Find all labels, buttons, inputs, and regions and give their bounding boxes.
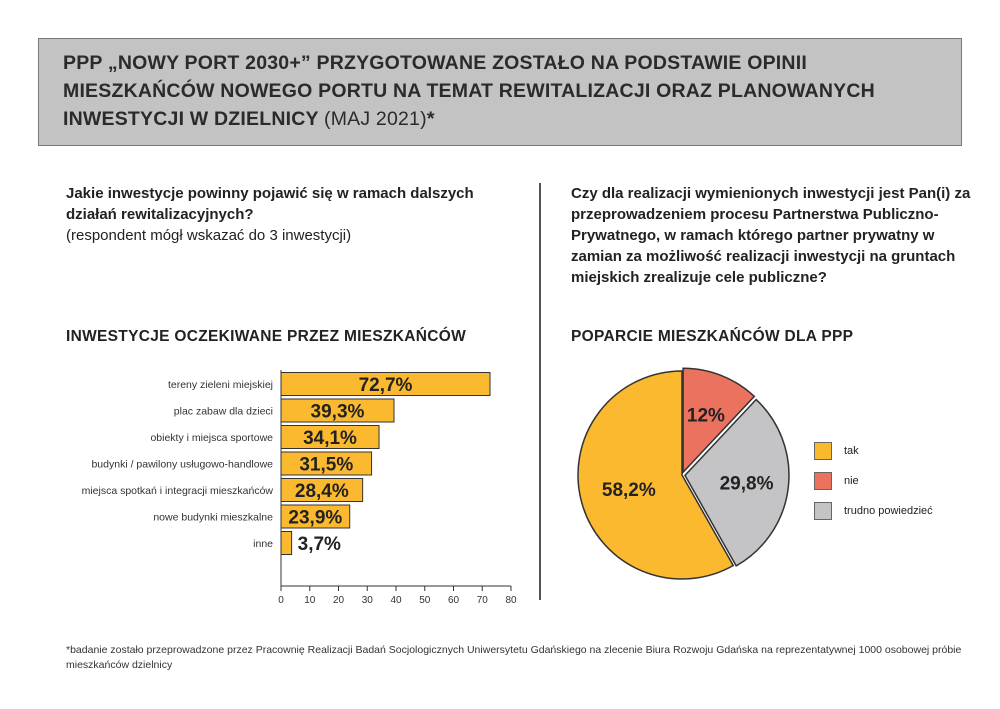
pie-slice-0 (577, 370, 735, 580)
left-question: Jakie inwestycje powinny pojawić się w r… (66, 183, 486, 246)
legend-swatch-trudno (814, 502, 832, 520)
pie-value-label: 29,8% (720, 474, 774, 495)
bar-chart-title: INWESTYCJE OCZEKIWANE PRZEZ MIESZKAŃCÓW (66, 328, 467, 345)
x-tick-label: 30 (362, 595, 374, 606)
pie-slice-1 (682, 367, 756, 475)
pie-legend: tak nie trudno powiedzieć (814, 436, 933, 526)
bar-category-label: budynki / pawilony usługowo-handlowe (91, 459, 273, 471)
header-date: (MAJ 2021) (324, 108, 427, 130)
pie-slice-2 (684, 398, 790, 567)
legend-label-nie: nie (844, 475, 859, 487)
legend-item-tak: tak (814, 436, 933, 466)
header-title: PPP „NOWY PORT 2030+” PRZYGOTOWANE ZOSTA… (63, 49, 937, 133)
bar-category-label: nowe budynki mieszkalne (153, 512, 273, 524)
left-question-note: (respondent mógł wskazać do 3 inwestycji… (66, 227, 352, 244)
x-tick-label: 60 (448, 595, 460, 606)
pie-value-label: 12% (687, 406, 725, 427)
bar-category-label: tereny zieleni miejskiej (168, 379, 273, 391)
x-tick-label: 10 (304, 595, 316, 606)
legend-label-tak: tak (844, 445, 859, 457)
x-tick-label: 20 (333, 595, 345, 606)
bar-category-label: plac zabaw dla dzieci (174, 406, 273, 418)
bar-value-label: 23,9% (288, 508, 342, 529)
legend-swatch-nie (814, 472, 832, 490)
bar-value-label: 31,5% (299, 455, 353, 476)
bar-value-label: 28,4% (295, 481, 349, 502)
pie-value-label: 58,2% (602, 480, 656, 501)
bar-value-label: 34,1% (303, 428, 357, 449)
header-banner: PPP „NOWY PORT 2030+” PRZYGOTOWANE ZOSTA… (38, 38, 962, 146)
legend-label-trudno: trudno powiedzieć (844, 505, 933, 517)
right-question: Czy dla realizacji wymienionych inwestyc… (571, 185, 971, 286)
footnote: *badanie zostało przeprowadzone przez Pr… (66, 644, 962, 671)
header-asterisk: * (426, 108, 435, 130)
legend-item-nie: nie (814, 466, 933, 496)
bar-category-label: obiekty i miejsca sportowe (150, 432, 273, 444)
x-tick-label: 70 (477, 595, 489, 606)
bar-category-label: inne (253, 538, 273, 550)
header-title-text: PPP „NOWY PORT 2030+” PRZYGOTOWANE ZOSTA… (63, 52, 875, 130)
bar-category-label: miejsca spotkań i integracji mieszkańców (82, 485, 274, 497)
left-question-text: Jakie inwestycje powinny pojawić się w r… (66, 185, 474, 223)
legend-swatch-tak (814, 442, 832, 460)
legend-item-trudno: trudno powiedzieć (814, 496, 933, 526)
pie-chart: 12% 29,8% 58,2% (577, 367, 790, 580)
bar-value-label: 39,3% (311, 402, 365, 423)
bar-6 (280, 531, 293, 555)
column-divider (539, 183, 541, 600)
bar-chart: tereny zieleni miejskiej 72,7% plac zabaw … (82, 370, 517, 606)
x-tick-label: 40 (390, 595, 402, 606)
x-tick-label: 0 (278, 595, 284, 606)
pie-chart-title: POPARCIE MIESZKAŃCÓW DLA PPP (571, 328, 854, 345)
bar-value-label: 72,7% (359, 375, 413, 396)
x-tick-label: 50 (419, 595, 431, 606)
x-tick-label: 80 (505, 595, 517, 606)
bar-value-label: 3,7% (298, 534, 341, 555)
